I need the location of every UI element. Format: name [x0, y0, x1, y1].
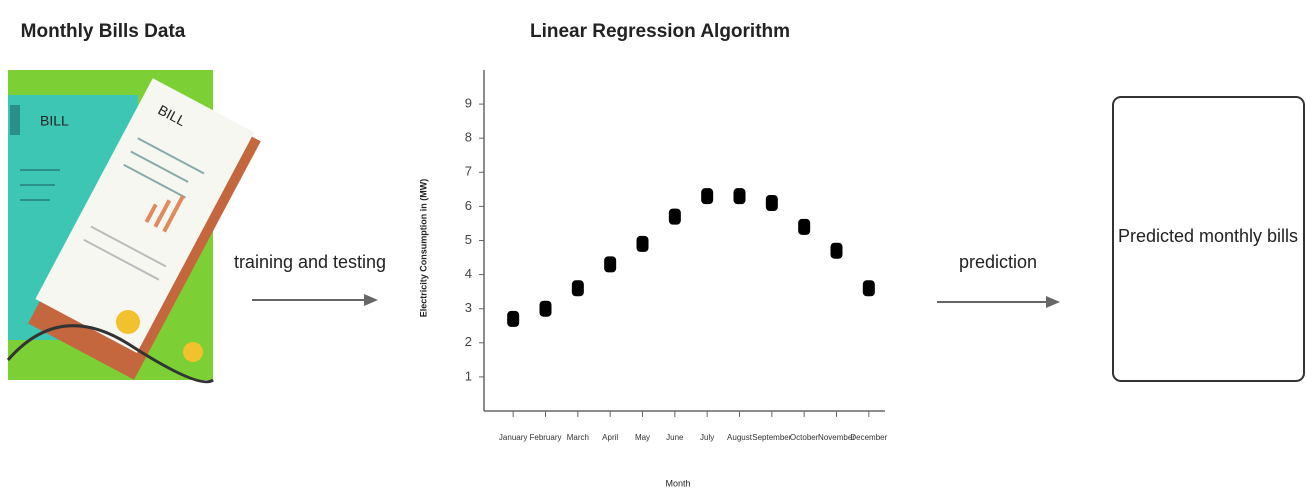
- output-label: Predicted monthly bills: [1118, 226, 1298, 246]
- bill-label: BILL: [40, 113, 69, 129]
- point: [668, 208, 681, 225]
- x-tick-label: February: [529, 433, 561, 442]
- x-tick-label: July: [700, 433, 714, 442]
- x-tick-label: November: [818, 433, 855, 442]
- point: [604, 256, 617, 273]
- x-tick-label: May: [635, 433, 650, 442]
- arrow-label: training and testing: [234, 252, 386, 272]
- y-axis-label: Electricity Consumption in (MW): [418, 179, 428, 318]
- y-tick-label: 1: [465, 368, 472, 383]
- point: [830, 242, 843, 259]
- x-tick-label: April: [602, 433, 618, 442]
- chart: Linear Regression Algorithm Electricity …: [418, 21, 887, 488]
- y-tick-label: 8: [465, 130, 472, 145]
- point: [507, 310, 520, 327]
- bill-illustration: BILL BILL: [6, 70, 261, 384]
- y-tick-label: 7: [465, 164, 472, 179]
- arrow-head: [1046, 296, 1060, 308]
- point: [733, 188, 746, 205]
- point: [539, 300, 552, 317]
- y-tick-label: 9: [465, 96, 472, 111]
- y-tick-label: 4: [465, 266, 472, 281]
- chart-title: Linear Regression Algorithm: [530, 21, 790, 42]
- point: [636, 235, 649, 252]
- point: [798, 218, 811, 235]
- x-tick-label: December: [850, 433, 887, 442]
- arrow-head: [364, 294, 378, 306]
- y-tick-label: 3: [465, 300, 472, 315]
- x-tick-label: March: [567, 433, 589, 442]
- x-tick-label: October: [790, 433, 819, 442]
- y-tick-label: 5: [465, 232, 472, 247]
- left-title: Monthly Bills Data: [21, 21, 186, 42]
- x-tick-label: January: [499, 433, 527, 442]
- y-tick-label: 6: [465, 198, 472, 213]
- x-tick-label: June: [666, 433, 684, 442]
- x-tick-label: September: [752, 433, 791, 442]
- output-box: [1112, 96, 1305, 382]
- point: [701, 188, 714, 205]
- point: [862, 280, 875, 297]
- x-axis-label: Month: [665, 478, 690, 488]
- arrow-label: prediction: [959, 252, 1037, 272]
- y-tick-label: 2: [465, 334, 472, 349]
- point: [765, 194, 778, 211]
- x-tick-label: August: [727, 433, 753, 442]
- point: [571, 280, 584, 297]
